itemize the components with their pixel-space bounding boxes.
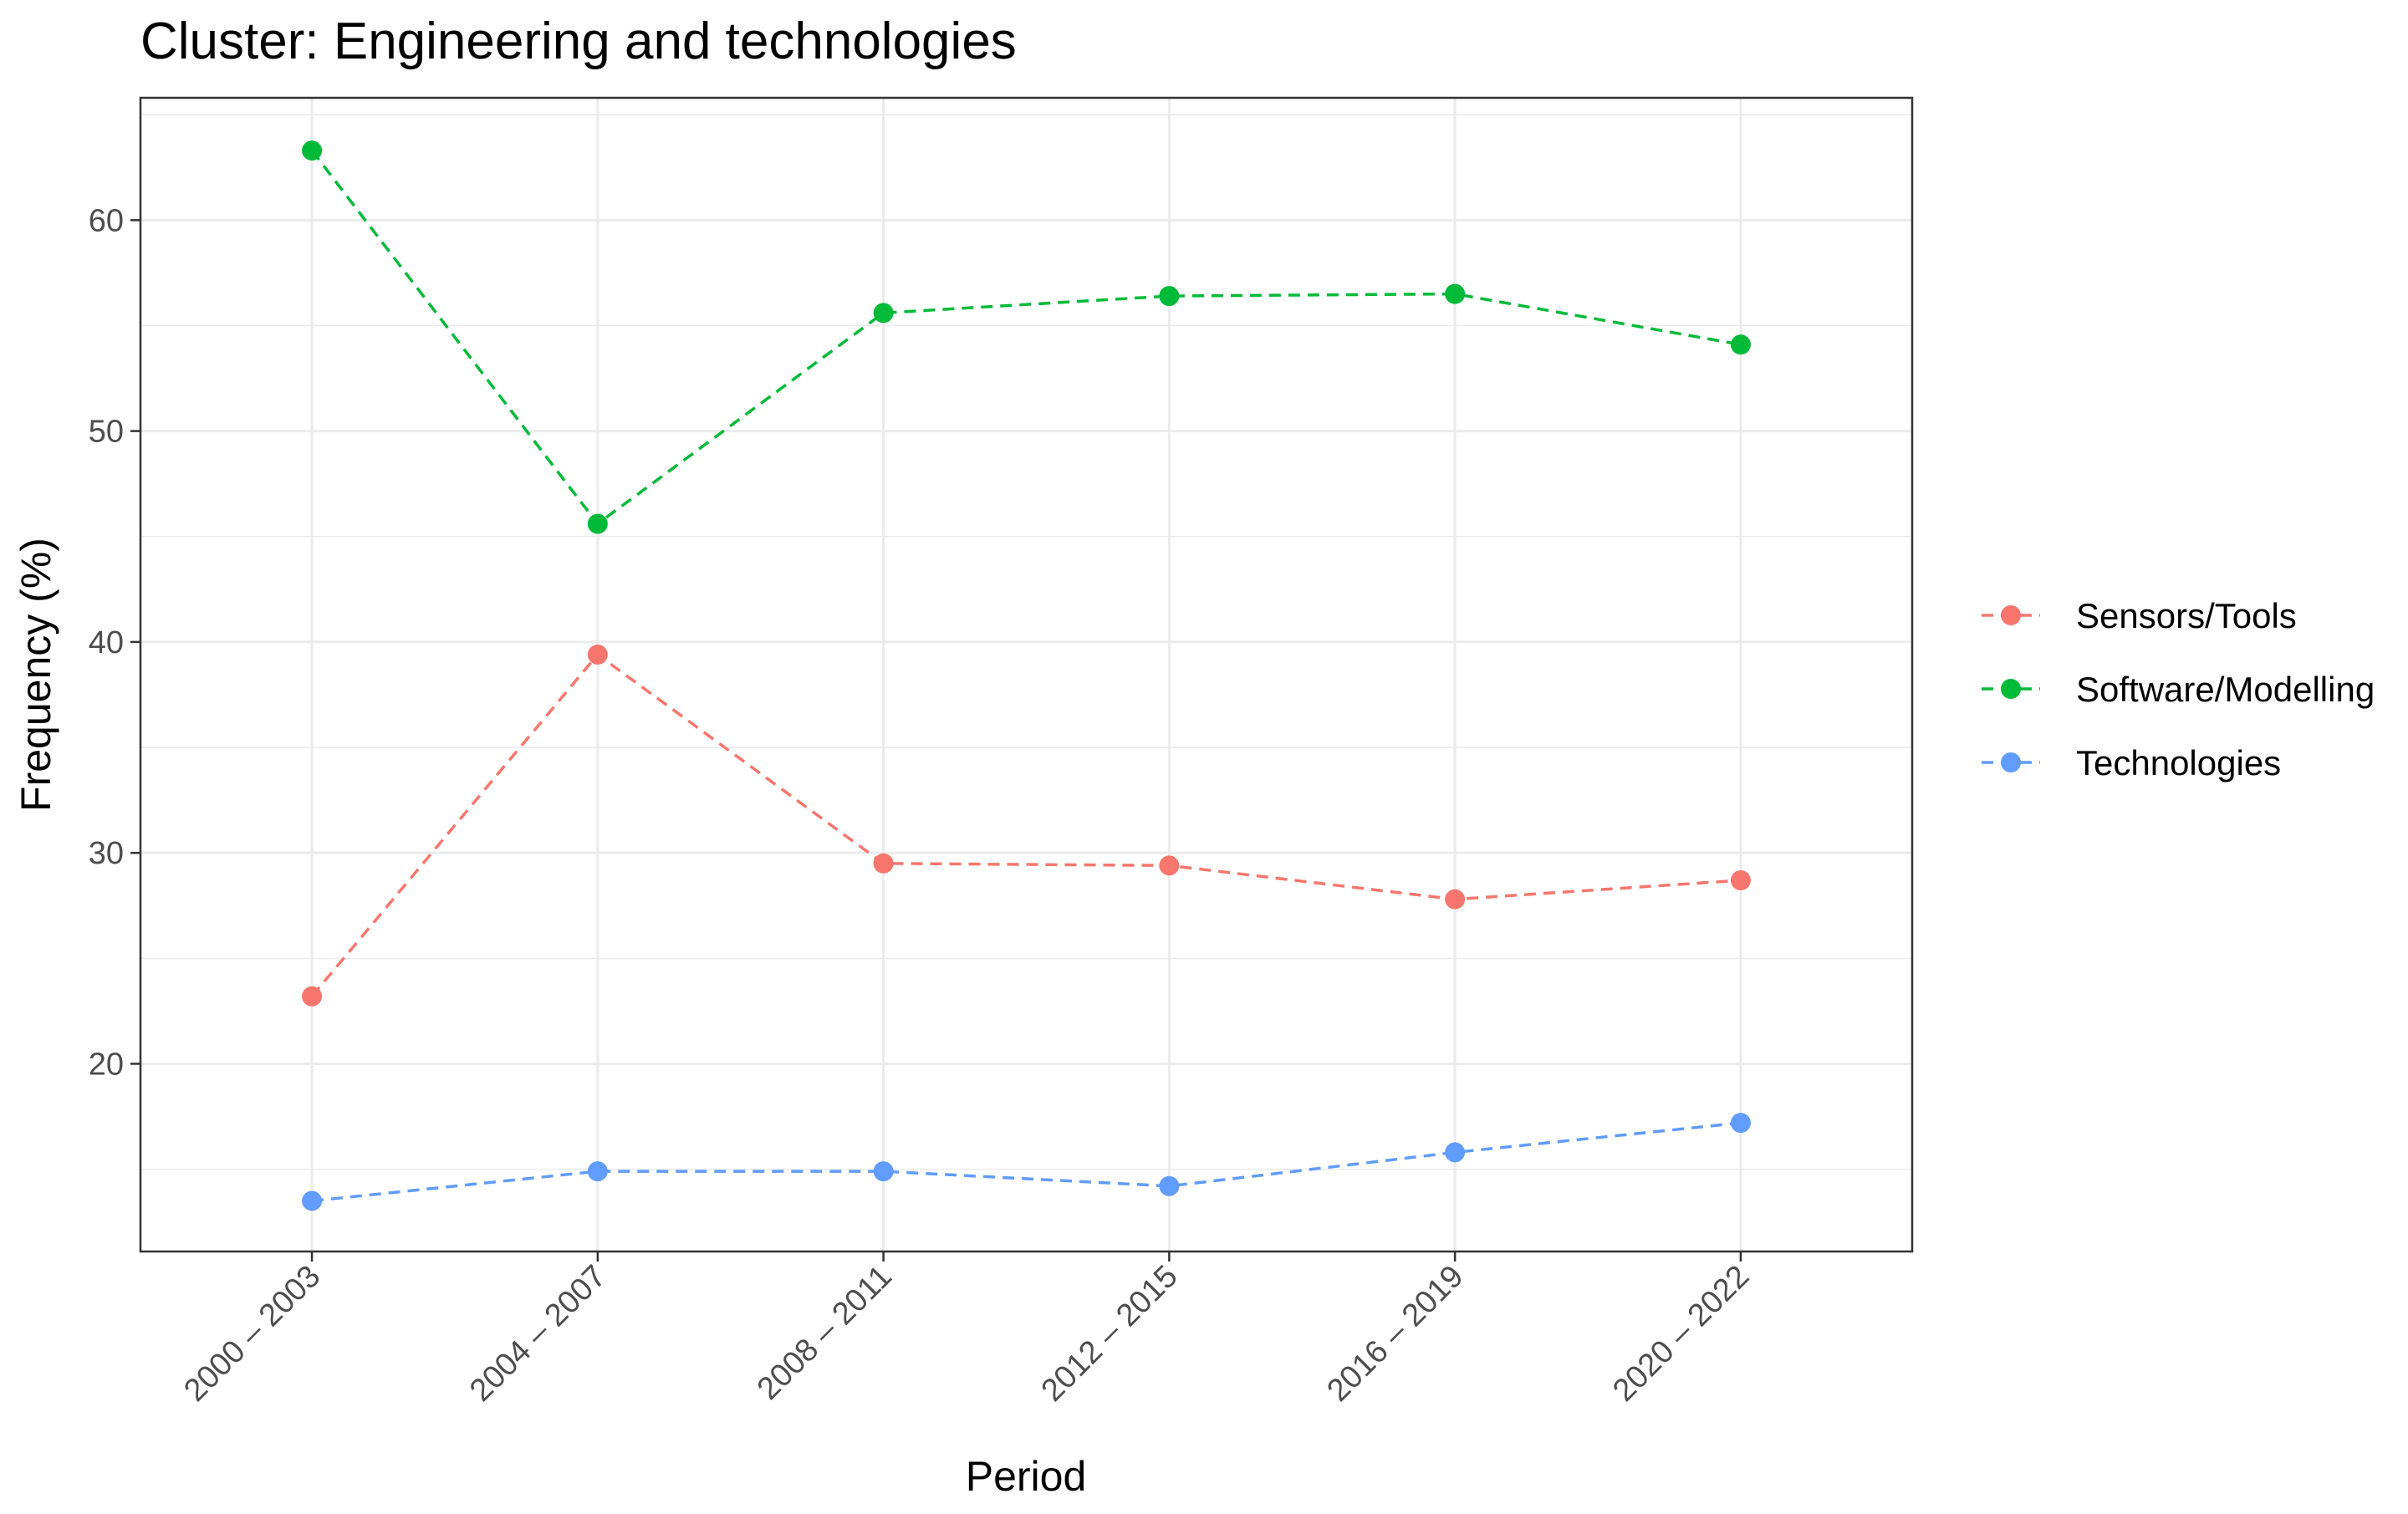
grid	[140, 98, 1912, 1251]
data-point	[1730, 334, 1751, 355]
legend-item: Technologies	[1982, 743, 2281, 782]
y-axis-title: Frequency (%)	[13, 538, 59, 812]
data-point	[1730, 869, 1751, 890]
legend-label: Software/Modelling	[2076, 670, 2375, 709]
series-line	[311, 1121, 1742, 1203]
legend-key-point	[2001, 605, 2021, 625]
legend-item: Software/Modelling	[1982, 670, 2375, 709]
y-tick-label: 60	[89, 203, 124, 238]
legend: Sensors/Tools Software/Modelling Technolog…	[1982, 596, 2375, 782]
series-technologies	[302, 1113, 1751, 1211]
data-point	[587, 1161, 608, 1182]
data-point	[1730, 1113, 1751, 1134]
data-point	[1445, 283, 1466, 304]
series-software-modelling	[302, 140, 1751, 534]
legend-item: Sensors/Tools	[1982, 596, 2297, 635]
legend-label: Sensors/Tools	[2076, 596, 2297, 635]
data-point	[873, 1161, 894, 1182]
data-point	[1159, 1175, 1180, 1196]
data-point	[873, 303, 894, 324]
data-point	[1159, 286, 1180, 307]
data-point	[587, 513, 608, 534]
series-layer	[302, 140, 1751, 1211]
plot-panel-border	[139, 96, 1914, 1253]
y-tick-label: 30	[89, 836, 124, 871]
data-point	[873, 853, 894, 874]
plot-panel	[140, 98, 1912, 1251]
series-line	[310, 150, 1742, 527]
data-point	[1445, 1142, 1466, 1163]
chart-title: Cluster: Engineering and technologies	[140, 13, 1017, 70]
data-point	[302, 1190, 323, 1211]
y-tick-label: 20	[89, 1047, 124, 1082]
x-axis-title: Period	[966, 1453, 1087, 1500]
legend-label: Technologies	[2076, 743, 2281, 782]
y-tick-label: 40	[89, 625, 124, 660]
legend-key-point	[2001, 679, 2021, 699]
data-point	[302, 986, 323, 1007]
legend-key-point	[2001, 752, 2021, 772]
data-point	[1159, 855, 1180, 876]
data-point	[302, 140, 323, 161]
data-point	[587, 645, 608, 665]
data-point	[1445, 889, 1466, 910]
series-sensors-tools	[302, 645, 1751, 1007]
y-tick-label: 50	[89, 415, 124, 450]
series-line	[310, 652, 1742, 997]
